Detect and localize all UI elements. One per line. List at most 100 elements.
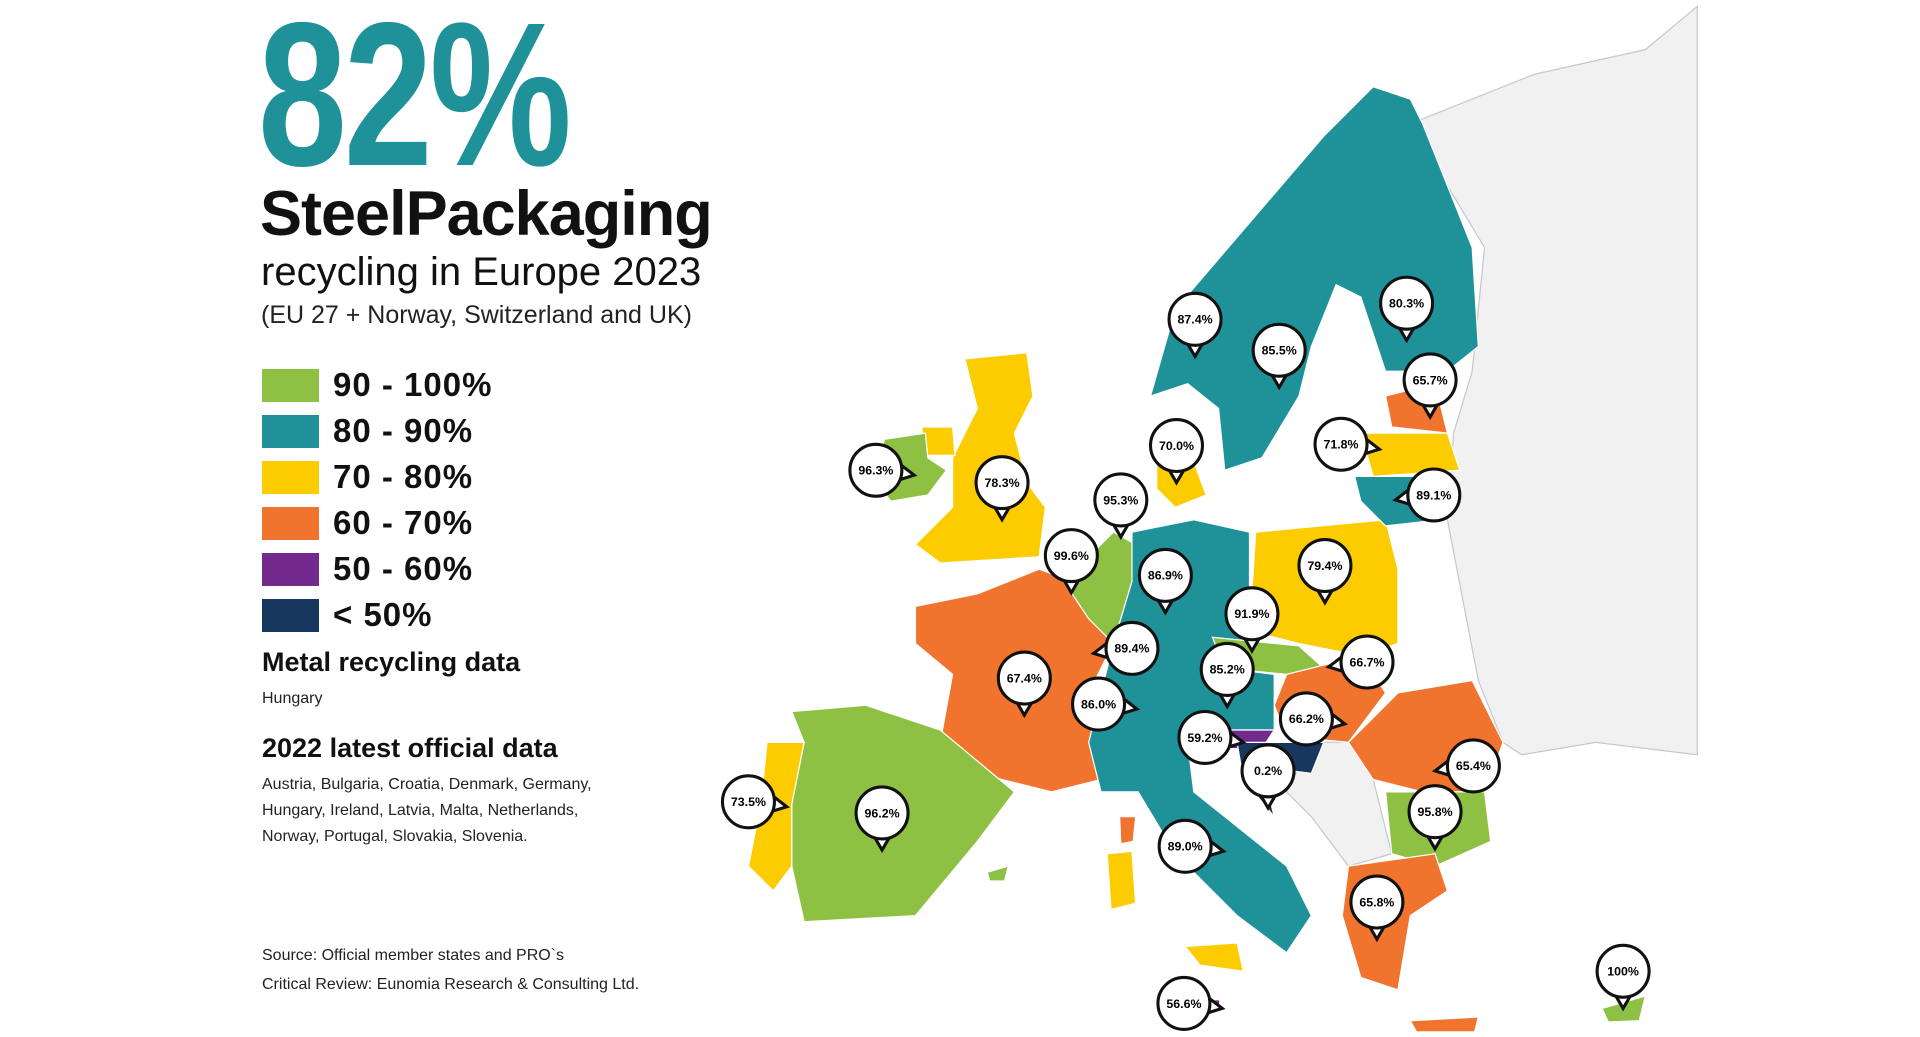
callout-value: 59.2% xyxy=(1187,731,1222,745)
callout-circle xyxy=(1240,743,1296,799)
legend-label: 70 - 80% xyxy=(333,458,474,495)
callout-circle xyxy=(1278,691,1334,747)
callout-bubble: 70.0% xyxy=(1148,417,1205,486)
callout-value: 95.8% xyxy=(1418,805,1453,819)
callout-value: 86.9% xyxy=(1148,569,1183,583)
callout-bubble: 73.5% xyxy=(720,774,791,830)
callout-value: 86.0% xyxy=(1081,697,1116,711)
callout-bubble: 80.3% xyxy=(1379,275,1435,344)
callout-circle xyxy=(1224,586,1280,642)
headline-value: 82% xyxy=(258,0,572,209)
source-note: Source: Official member states and PRO`s xyxy=(262,947,565,964)
callout-bubble: 59.2% xyxy=(1177,709,1247,765)
legend-label: < 50% xyxy=(333,596,433,633)
review-note: Critical Review: Eunomia Research & Cons… xyxy=(262,976,640,993)
callout-circle xyxy=(1339,634,1395,690)
callout-value: 96.3% xyxy=(858,464,893,478)
crete-region xyxy=(1409,1016,1480,1033)
legend-item: < 50% xyxy=(262,592,492,638)
callout-circle xyxy=(1137,547,1193,603)
callout-circle xyxy=(1157,818,1213,874)
callout-circle xyxy=(1093,472,1149,528)
callout-circle xyxy=(1177,709,1233,765)
callout-bubble: 96.2% xyxy=(854,785,910,854)
callout-bubble: 65.4% xyxy=(1431,738,1501,794)
non-reporting-land xyxy=(1285,5,1698,867)
official-line: Hungary, Ireland, Latvia, Malta, Netherl… xyxy=(262,802,579,819)
callout-bubble: 86.9% xyxy=(1137,547,1193,616)
callout-bubble: 0.2% xyxy=(1240,743,1296,812)
callout-bubble: 100% xyxy=(1595,943,1651,1012)
callout-value: 89.0% xyxy=(1168,840,1203,854)
callout-circle xyxy=(1407,784,1463,840)
legend-swatch xyxy=(262,506,319,540)
sardinia-region xyxy=(1106,850,1137,911)
callout-bubble: 95.8% xyxy=(1407,784,1463,852)
callout-bubble: 56.6% xyxy=(1156,975,1226,1031)
callout-circle xyxy=(974,455,1030,511)
legend-item: 90 - 100% xyxy=(262,362,492,408)
callouts: 87.4% 85.5% 80.3% 65.7% 70.0% 71.8% 89.1% 96.3%… xyxy=(720,275,1651,1031)
callout-bubble: 91.9% xyxy=(1224,586,1280,654)
callout-circle xyxy=(996,650,1052,706)
callout-bubble: 89.1% xyxy=(1392,467,1462,523)
callout-value: 67.4% xyxy=(1007,671,1042,685)
callout-bubble: 71.8% xyxy=(1313,416,1383,472)
callout-value: 78.3% xyxy=(985,476,1020,490)
callout-circle xyxy=(1402,352,1458,408)
callout-bubble: 85.2% xyxy=(1199,641,1255,710)
legend-swatch xyxy=(262,414,319,448)
headline-scope: (EU 27 + Norway, Switzerland and UK) xyxy=(261,301,692,329)
callout-circle xyxy=(1071,676,1127,732)
latvia-region xyxy=(1360,432,1461,478)
callout-bubble: 66.2% xyxy=(1278,691,1349,747)
callout-bubble: 67.4% xyxy=(996,650,1052,719)
callout-value: 79.4% xyxy=(1307,559,1342,573)
callout-value: 85.5% xyxy=(1262,344,1297,358)
callout-bubble: 96.3% xyxy=(848,442,918,498)
callout-value: 65.8% xyxy=(1359,895,1394,909)
callout-value: 99.6% xyxy=(1054,549,1089,563)
metal-heading: Metal recycling data xyxy=(262,647,521,677)
callout-bubble: 87.4% xyxy=(1167,291,1223,360)
callout-value: 96.2% xyxy=(865,806,900,820)
legend-item: 80 - 90% xyxy=(262,408,492,454)
callout-value: 66.2% xyxy=(1289,712,1324,726)
callout-bubble: 86.0% xyxy=(1071,676,1141,732)
callout-circle xyxy=(1251,322,1307,378)
legend-swatch xyxy=(262,368,319,402)
callout-value: 65.7% xyxy=(1413,373,1448,387)
baleares-region xyxy=(986,865,1010,882)
callout-circle xyxy=(1445,738,1501,794)
callout-value: 87.4% xyxy=(1178,313,1213,327)
callout-circle xyxy=(1379,275,1435,331)
corsica-region xyxy=(1118,816,1137,845)
callout-bubble: 65.8% xyxy=(1349,874,1405,943)
callout-bubble: 99.6% xyxy=(1043,528,1099,596)
legend-item: 60 - 70% xyxy=(262,500,492,546)
callout-circle xyxy=(1148,417,1205,474)
callout-value: 95.3% xyxy=(1103,493,1138,507)
sicily-region xyxy=(1183,942,1245,973)
official-line: Norway, Portugal, Slovakia, Slovenia. xyxy=(262,828,528,845)
callout-circle xyxy=(1043,528,1099,584)
callout-bubble: 89.0% xyxy=(1157,818,1227,874)
callout-value: 80.3% xyxy=(1389,297,1424,311)
callout-value: 56.6% xyxy=(1166,997,1201,1011)
callout-value: 91.9% xyxy=(1234,607,1269,621)
callout-circle xyxy=(1313,416,1369,472)
callout-bubble: 79.4% xyxy=(1297,537,1353,606)
callout-bubble: 78.3% xyxy=(974,455,1030,523)
callout-value: 85.2% xyxy=(1210,663,1245,677)
legend-item: 50 - 60% xyxy=(262,546,492,592)
callout-value: 89.4% xyxy=(1114,642,1149,656)
headline-title: SteelPackaging xyxy=(260,179,713,249)
legend-swatch xyxy=(262,460,319,494)
legend-item: 70 - 80% xyxy=(262,454,492,500)
callout-circle xyxy=(720,774,776,830)
callout-value: 65.4% xyxy=(1456,759,1491,773)
callout-circle xyxy=(1199,641,1255,697)
legend-label: 50 - 60% xyxy=(333,550,474,587)
callout-bubble: 89.4% xyxy=(1090,620,1160,676)
